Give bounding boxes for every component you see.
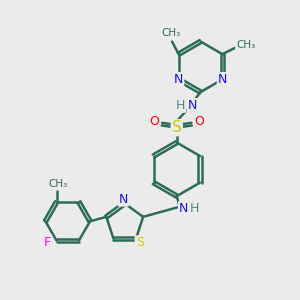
Text: S: S <box>172 120 182 135</box>
Text: H: H <box>190 202 199 215</box>
Text: N: N <box>218 73 227 86</box>
Text: O: O <box>194 115 204 128</box>
Text: CH₃: CH₃ <box>48 178 68 189</box>
Text: S: S <box>136 236 144 249</box>
Text: N: N <box>188 99 197 112</box>
Text: N: N <box>118 193 128 206</box>
Text: H: H <box>176 99 185 112</box>
Text: N: N <box>179 202 188 215</box>
Text: CH₃: CH₃ <box>161 28 180 38</box>
Text: CH₃: CH₃ <box>236 40 255 50</box>
Text: N: N <box>174 73 183 86</box>
Text: O: O <box>149 115 159 128</box>
Text: F: F <box>44 236 51 249</box>
